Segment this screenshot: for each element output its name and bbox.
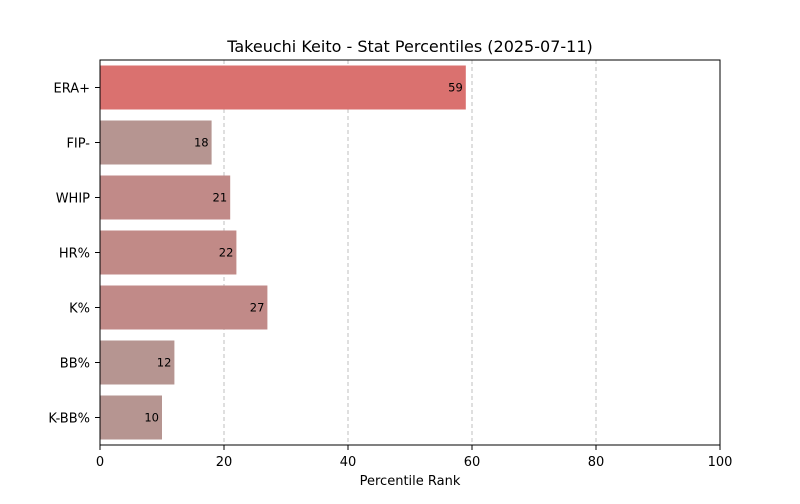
bar-k-bb- (100, 395, 162, 440)
y-tick-label-0: ERA+ (53, 82, 90, 97)
data-label-3: 22 (219, 246, 234, 260)
data-labels: 59 18 21 22 27 12 10 (144, 81, 462, 425)
data-label-6: 10 (144, 411, 159, 425)
grid-lines (223, 60, 597, 445)
y-tick-label-6: K-BB% (48, 412, 90, 427)
data-label-4: 27 (250, 301, 265, 315)
data-label-1: 18 (194, 136, 209, 150)
data-label-2: 21 (213, 191, 228, 205)
bar-k- (100, 285, 268, 330)
x-tick-label-3: 60 (464, 455, 481, 470)
bar-bb- (100, 340, 175, 385)
x-tick-label-1: 20 (216, 455, 233, 470)
data-label-0: 59 (448, 81, 463, 95)
data-label-5: 12 (157, 356, 172, 370)
y-axis-ticks: ERA+ FIP- WHIP HR% K% BB% K-BB% (48, 82, 100, 427)
x-tick-label-4: 80 (588, 455, 605, 470)
x-tick-label-2: 40 (340, 455, 357, 470)
y-tick-label-2: WHIP (56, 192, 90, 207)
y-tick-label-5: BB% (60, 357, 90, 372)
y-tick-label-1: FIP- (66, 137, 90, 152)
chart-title: Takeuchi Keito - Stat Percentiles (2025-… (226, 37, 593, 56)
bar-whip (100, 175, 231, 220)
x-axis-label: Percentile Rank (360, 474, 461, 489)
bar-fip- (100, 120, 212, 165)
bar-era- (100, 65, 466, 110)
x-tick-label-5: 100 (708, 455, 733, 470)
bar-hr- (100, 230, 237, 275)
x-tick-label-0: 0 (96, 455, 104, 470)
bars (100, 65, 466, 440)
y-tick-label-4: K% (69, 302, 90, 317)
x-axis-ticks: 0 20 40 60 80 100 (96, 445, 733, 470)
y-tick-label-3: HR% (59, 247, 90, 262)
